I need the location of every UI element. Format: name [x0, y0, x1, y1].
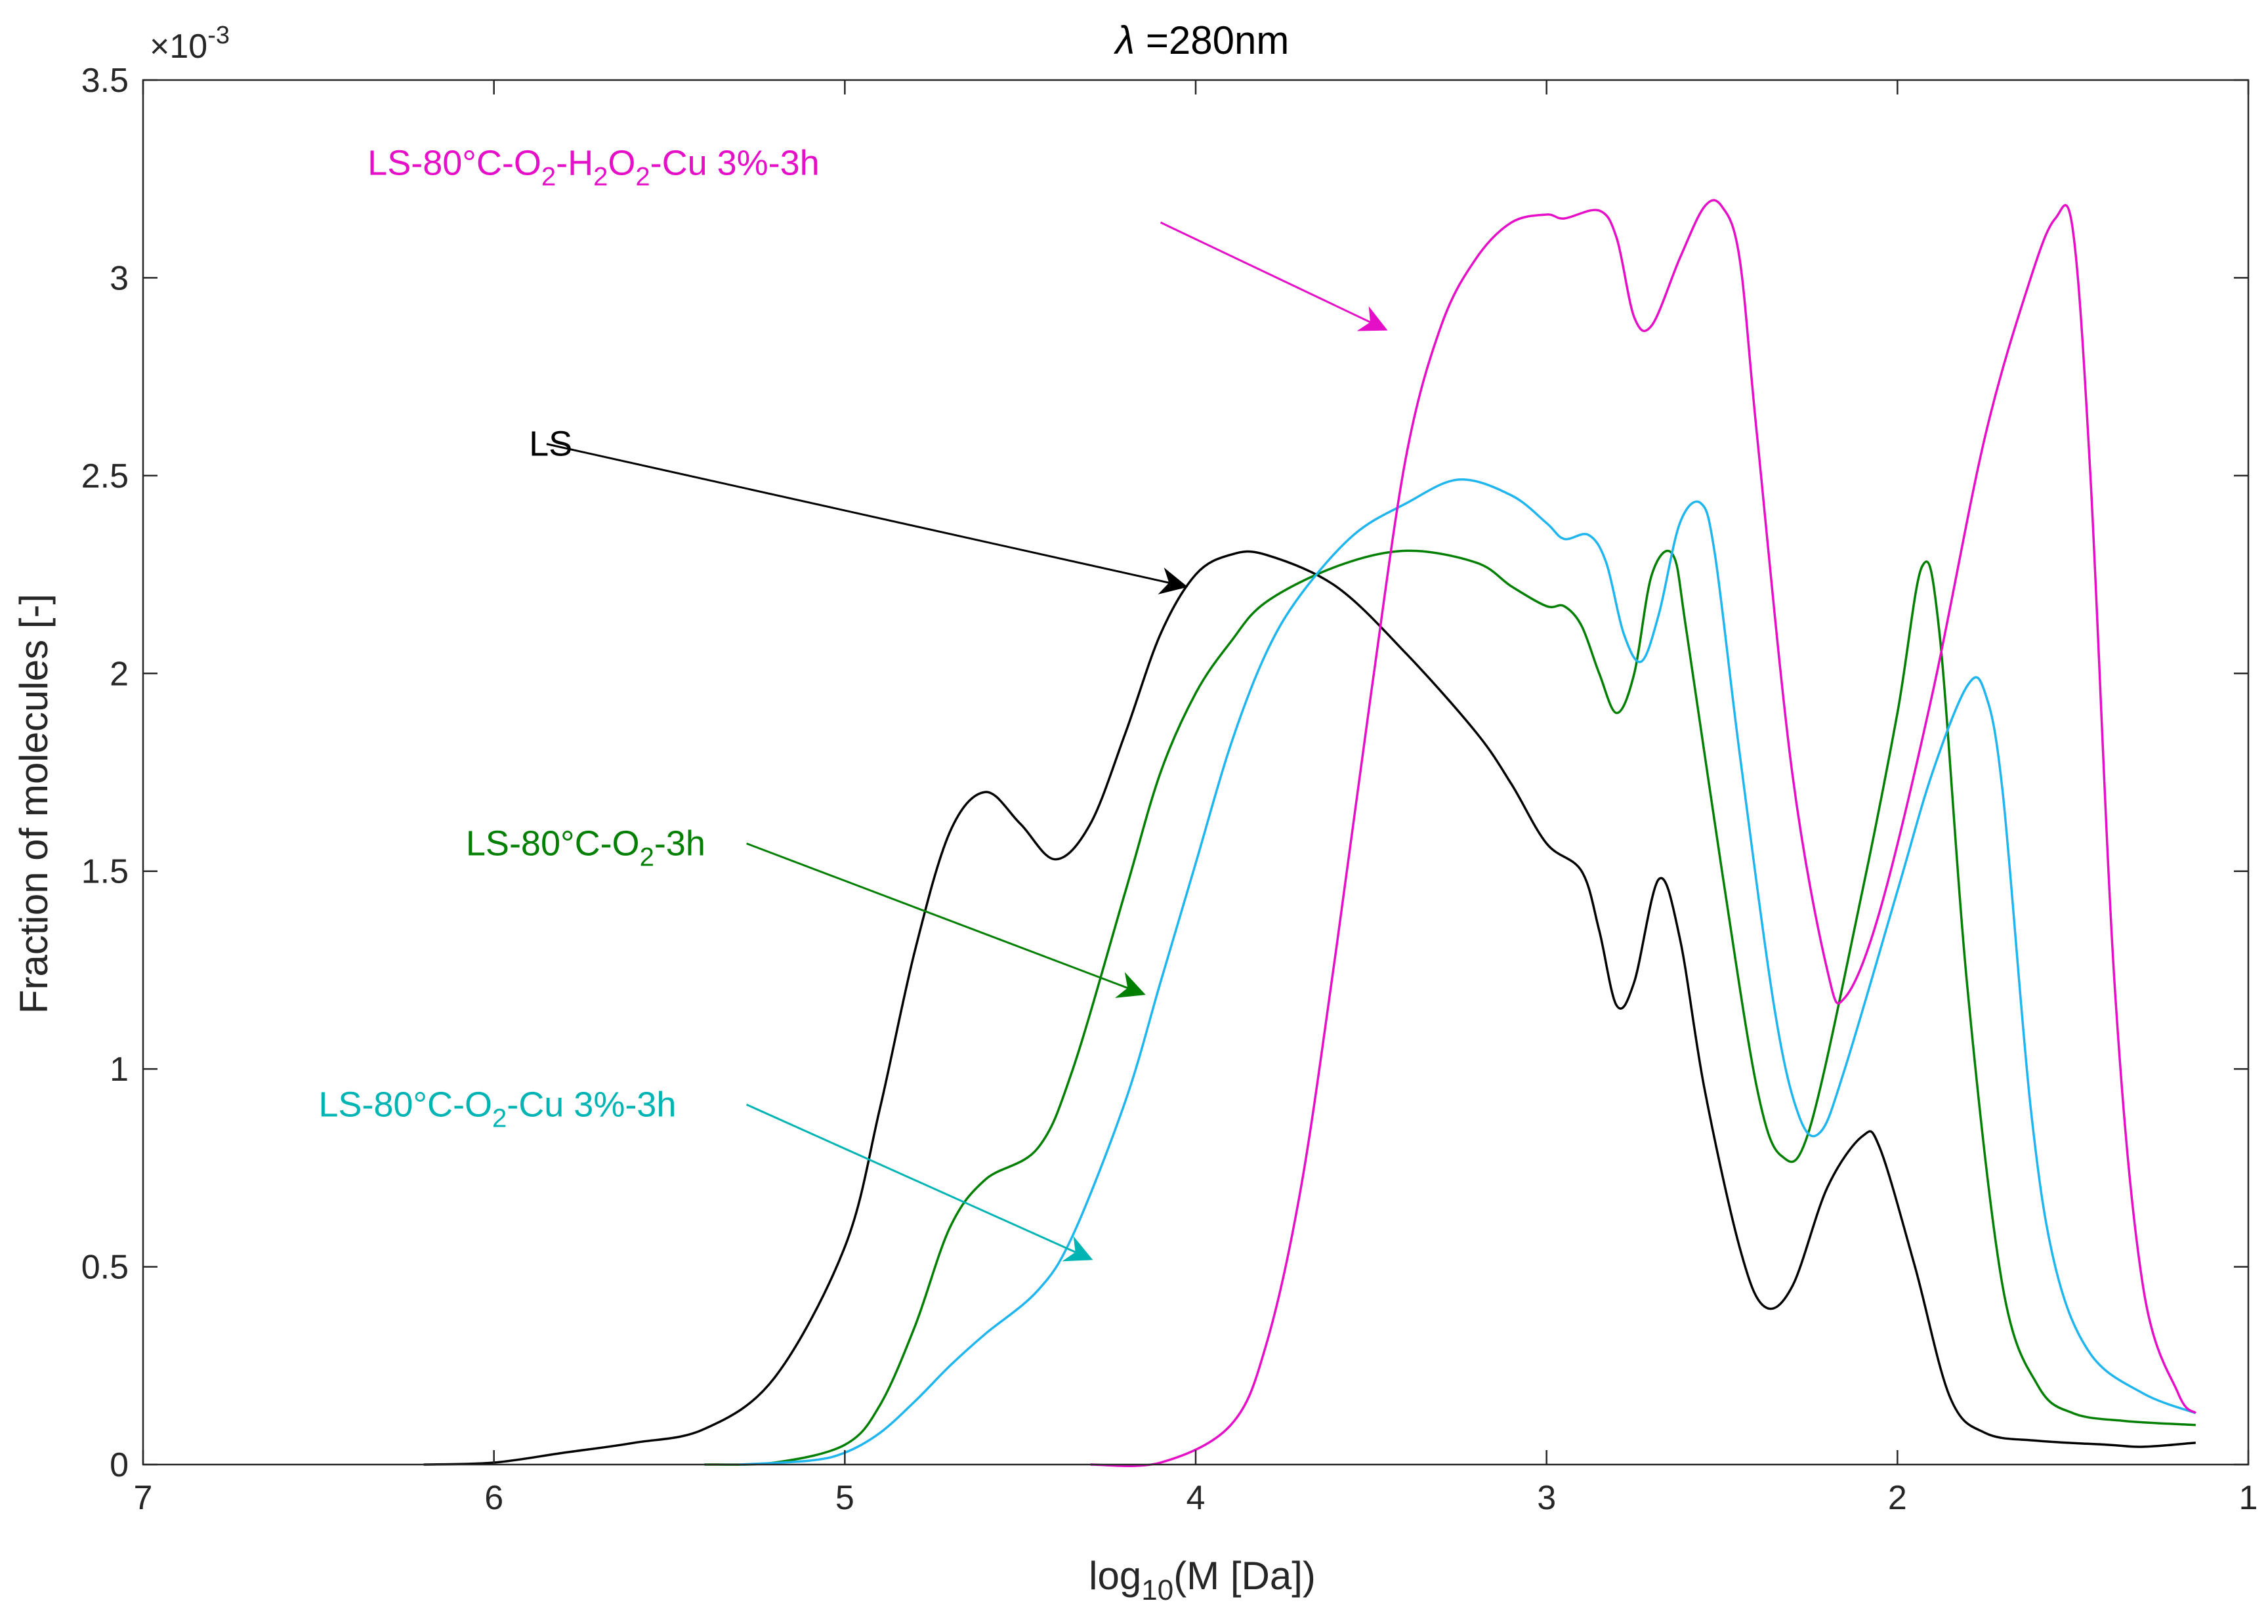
y-tick-label: 3 — [110, 259, 129, 297]
x-tick-label: 7 — [134, 1479, 153, 1517]
y-tick-label: 2 — [110, 655, 129, 693]
lambda-symbol: λ — [1114, 18, 1135, 62]
y-tick-label: 1 — [110, 1051, 129, 1089]
x-axis-title: log10(M [Da]) — [1089, 1554, 1316, 1606]
annotation-arrow-cu — [746, 1104, 1093, 1262]
x-tick-label: 5 — [835, 1479, 854, 1517]
series-line-2 — [704, 549, 2196, 1466]
annotation-arrow-h2o2 — [1160, 221, 1388, 331]
x-axis-title-subscript: 10 — [1141, 1574, 1173, 1606]
chart-title: λ =280nm — [1114, 18, 1290, 62]
x-axis-title-log: log — [1089, 1554, 1141, 1598]
y-tick-label: 1.5 — [81, 853, 129, 891]
y-tick-label: 3.5 — [81, 62, 129, 100]
y-exponent-label: ×10-3 — [150, 22, 230, 66]
x-axis-title-rest: (M [Da]) — [1173, 1554, 1316, 1598]
y-exponent-power: -3 — [207, 22, 230, 49]
y-tick-label: 0 — [110, 1446, 129, 1484]
x-tick-label: 4 — [1186, 1479, 1206, 1517]
annotation-arrow-o2 — [746, 843, 1146, 998]
series-line-3 — [739, 478, 2196, 1466]
y-tick-label: 0.5 — [81, 1249, 129, 1287]
axes: 7 6 5 4 3 2 1 0 0.5 1 1.5 2 2.5 3 3.5 — [81, 62, 2258, 1517]
annotation-label-h2o2: LS-80°C-O2-H2O2-Cu 3%-3h — [368, 144, 820, 192]
title-text: =280nm — [1135, 18, 1289, 62]
x-tick-label: 1 — [2239, 1479, 2258, 1517]
y-tick-label: 2.5 — [81, 457, 129, 495]
y-axis-title: Fraction of molecules [-] — [12, 594, 56, 1014]
y-exponent-base: ×10 — [150, 28, 207, 66]
x-tick-label: 6 — [484, 1479, 503, 1517]
annotation-layer: LS LS-80°C-O2-3h LS-80°C-O2-Cu 3%-3h LS-80°… — [318, 144, 1388, 1262]
plot-area — [143, 80, 2248, 1465]
x-tick-label: 2 — [1888, 1479, 1907, 1517]
series-layer — [423, 199, 2197, 1467]
annotation-label-cu: LS-80°C-O2-Cu 3%-3h — [318, 1085, 676, 1133]
annotation-label-ls: LS — [529, 425, 572, 464]
plot-background — [143, 80, 2248, 1465]
series-line-4 — [1090, 199, 2197, 1467]
annotation-label-o2: LS-80°C-O2-3h — [466, 824, 705, 872]
annotation-arrow-ls — [546, 443, 1188, 594]
series-line-1 — [423, 550, 2196, 1466]
x-tick-label: 3 — [1537, 1479, 1556, 1517]
